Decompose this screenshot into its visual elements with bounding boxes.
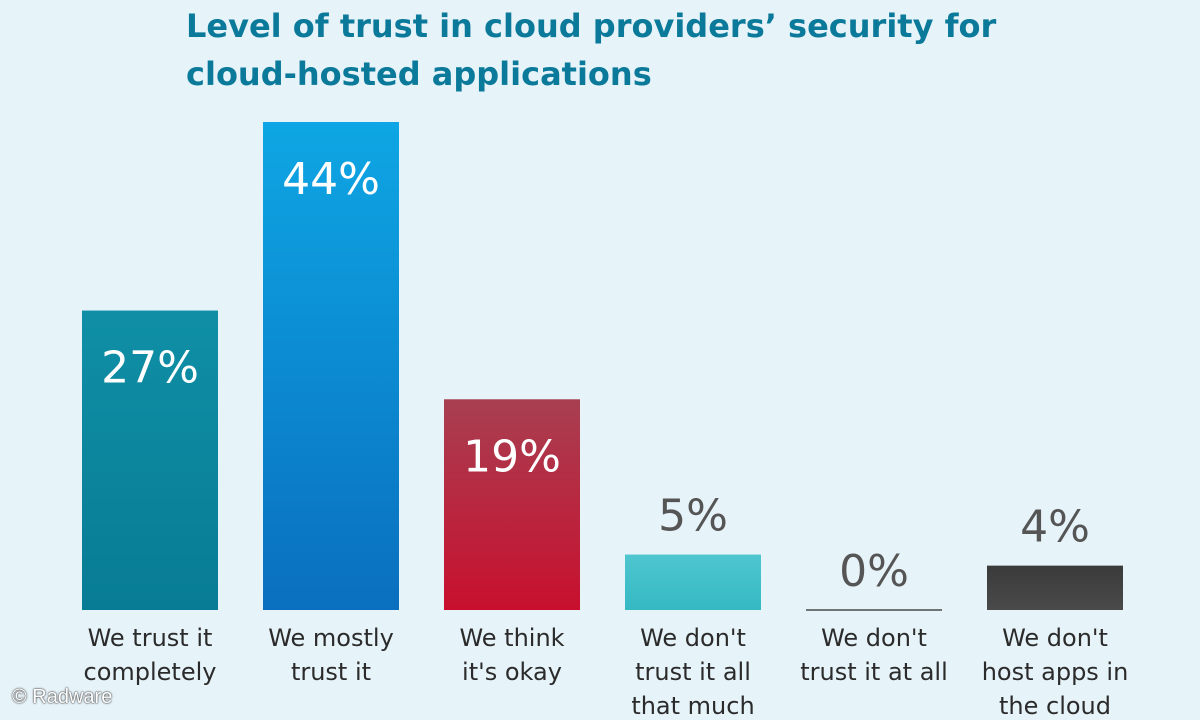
value-label-1: 27% — [101, 343, 199, 394]
category-label-line: We don't — [821, 624, 927, 652]
category-label-4: We don't trust it all that much — [631, 624, 754, 720]
category-label-line: We don't — [640, 624, 746, 652]
category-label-line: We trust it — [88, 624, 213, 652]
chart-title: Level of trust in cloud providers’ secur… — [186, 2, 1146, 98]
category-label-line: We think — [459, 624, 564, 652]
value-label-4: 5% — [658, 491, 728, 542]
watermark: © Radware — [12, 686, 113, 708]
bar-4 — [625, 554, 761, 610]
category-label-line: that much — [631, 692, 754, 720]
value-label-2: 44% — [282, 154, 380, 205]
category-label-line: host apps in — [982, 658, 1129, 686]
chart-title-line-2: cloud-hosted applications — [186, 55, 652, 93]
bars-layer — [82, 122, 1123, 611]
category-label-line: it's okay — [462, 658, 562, 686]
bar-6 — [987, 565, 1123, 610]
bar-2 — [263, 122, 399, 610]
category-label-3: We think it's okay — [459, 624, 564, 686]
chart-title-line-1: Level of trust in cloud providers’ secur… — [186, 7, 997, 45]
value-label-5: 0% — [839, 546, 909, 597]
category-label-line: trust it at all — [800, 658, 948, 686]
category-label-line: trust it — [291, 658, 371, 686]
bar-3 — [444, 399, 580, 610]
category-label-2: We mostly trust it — [268, 624, 394, 686]
category-label-line: We mostly — [268, 624, 394, 652]
category-label-line: the cloud — [999, 692, 1111, 720]
bar-1 — [82, 310, 218, 610]
value-labels-layer: 27% 44% 19% 5% 0% 4% — [101, 154, 1090, 597]
category-label-line: We don't — [1002, 624, 1108, 652]
category-label-6: We don't host apps in the cloud — [982, 624, 1129, 720]
category-label-5: We don't trust it at all — [800, 624, 948, 686]
category-label-line: trust it all — [635, 658, 751, 686]
value-label-6: 4% — [1020, 502, 1090, 553]
value-label-3: 19% — [463, 431, 561, 482]
category-label-1: We trust it completely — [84, 624, 217, 686]
category-label-line: completely — [84, 658, 217, 686]
